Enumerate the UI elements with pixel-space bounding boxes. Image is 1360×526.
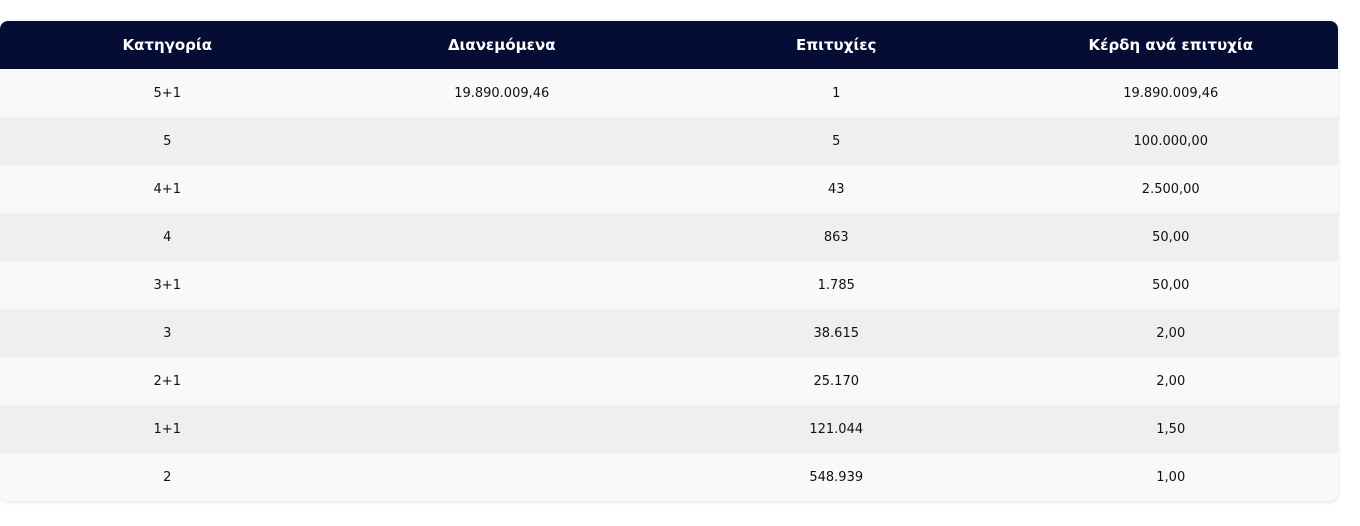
- table-cell: 5+1: [0, 69, 335, 117]
- table-row: 3 38.615 2,00: [0, 309, 1338, 357]
- table-cell: 121.044: [669, 405, 1004, 453]
- table-cell: 4: [0, 213, 335, 261]
- table-row: 2+1 25.170 2,00: [0, 357, 1338, 405]
- table-cell: [334, 453, 669, 501]
- results-table-card: Κατηγορία Διανεμόμενα Επιτυχίες Κέρδη ανά ε…: [0, 21, 1338, 501]
- table-cell: [334, 405, 669, 453]
- table-cell: 2+1: [0, 357, 335, 405]
- table-cell: 19.890.009,46: [1003, 69, 1338, 117]
- table-cell: 43: [669, 165, 1004, 213]
- table-cell: 100.000,00: [1003, 117, 1338, 165]
- table-cell: 2: [0, 453, 335, 501]
- table-row: 2 548.939 1,00: [0, 453, 1338, 501]
- table-cell: 2,00: [1003, 309, 1338, 357]
- table-cell: 25.170: [669, 357, 1004, 405]
- table-cell: [334, 309, 669, 357]
- table-cell: 548.939: [669, 453, 1004, 501]
- table-row: 4+1 43 2.500,00: [0, 165, 1338, 213]
- table-cell: [334, 165, 669, 213]
- table-cell: 38.615: [669, 309, 1004, 357]
- table-cell: 2.500,00: [1003, 165, 1338, 213]
- table-cell: 50,00: [1003, 213, 1338, 261]
- column-header: Επιτυχίες: [669, 21, 1004, 69]
- table-row: 5 5 100.000,00: [0, 117, 1338, 165]
- column-header: Κέρδη ανά επιτυχία: [1003, 21, 1338, 69]
- header-row: Κατηγορία Διανεμόμενα Επιτυχίες Κέρδη ανά ε…: [0, 21, 1338, 69]
- table-cell: 1+1: [0, 405, 335, 453]
- table-cell: 2,00: [1003, 357, 1338, 405]
- table-cell: [334, 117, 669, 165]
- table-cell: [334, 213, 669, 261]
- results-table: Κατηγορία Διανεμόμενα Επιτυχίες Κέρδη ανά ε…: [0, 21, 1338, 501]
- column-header: Κατηγορία: [0, 21, 335, 69]
- table-cell: 1,00: [1003, 453, 1338, 501]
- table-cell: 50,00: [1003, 261, 1338, 309]
- table-cell: 1.785: [669, 261, 1004, 309]
- table-cell: 3+1: [0, 261, 335, 309]
- table-cell: 4+1: [0, 165, 335, 213]
- table-cell: 1: [669, 69, 1004, 117]
- table-row: 3+1 1.785 50,00: [0, 261, 1338, 309]
- table-cell: 19.890.009,46: [334, 69, 669, 117]
- column-header: Διανεμόμενα: [334, 21, 669, 69]
- table-row: 1+1 121.044 1,50: [0, 405, 1338, 453]
- table-cell: [334, 261, 669, 309]
- table-cell: 1,50: [1003, 405, 1338, 453]
- table-row: 5+1 19.890.009,46 1 19.890.009,46: [0, 69, 1338, 117]
- table-cell: 5: [0, 117, 335, 165]
- table-body: 5+1 19.890.009,46 1 19.890.009,46 5 5 100.000,…: [0, 69, 1338, 501]
- table-row: 4 863 50,00: [0, 213, 1338, 261]
- table-cell: [334, 357, 669, 405]
- table-cell: 3: [0, 309, 335, 357]
- table-cell: 5: [669, 117, 1004, 165]
- table-cell: 863: [669, 213, 1004, 261]
